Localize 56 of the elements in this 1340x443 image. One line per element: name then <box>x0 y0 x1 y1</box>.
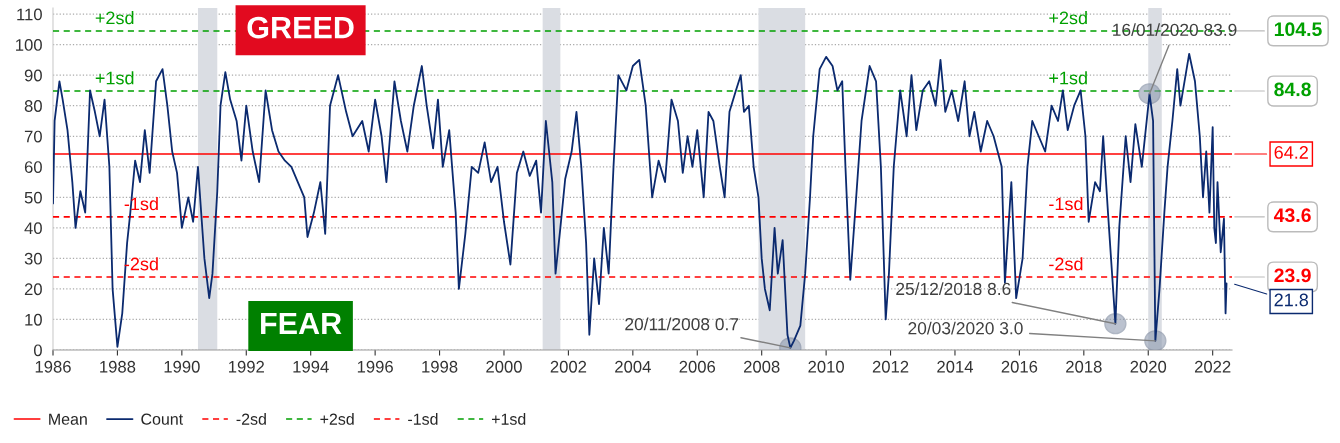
annotation: +2sd <box>95 11 134 25</box>
annotation: -1sd <box>1049 196 1083 211</box>
y-tick-label: 40 <box>24 222 42 235</box>
text: 64.2 <box>1274 146 1308 159</box>
x-tick-label: 2002 <box>550 360 587 373</box>
text: 23.9 <box>1274 268 1311 283</box>
y-tick-label: 90 <box>24 69 42 82</box>
x-tick-label: 2006 <box>679 360 716 373</box>
annotation: 16/01/2020 83.9 <box>1113 23 1237 36</box>
x-tick-label: 1986 <box>35 360 71 373</box>
x-tick-label: 2016 <box>1001 360 1038 373</box>
legend-label: Count <box>141 413 184 425</box>
legend-label: +2sd <box>320 413 354 425</box>
x-tick-label: 2010 <box>808 360 844 373</box>
x-tick-label: 1988 <box>100 360 136 373</box>
y-tick-label: 110 <box>17 8 42 21</box>
text: 84.8 <box>1274 82 1311 97</box>
line-series <box>53 52 1228 350</box>
annotation: 25/12/2018 8.6 <box>896 282 1011 296</box>
x-tick-label: 2012 <box>872 360 909 373</box>
x-tick-label: 1998 <box>422 360 458 373</box>
legend-label: -1sd <box>408 413 438 425</box>
x-tick-label: 2014 <box>937 360 974 373</box>
y-tick-label: 0 <box>33 344 42 357</box>
text: 21.8 <box>1274 293 1309 307</box>
annotation: -2sd <box>1049 257 1083 271</box>
annotation: +1sd <box>1049 71 1087 85</box>
annotation: 20/03/2020 3.0 <box>908 321 1023 335</box>
annotation: 20/11/2008 0.7 <box>625 317 739 331</box>
y-tick-label: 50 <box>24 191 42 204</box>
legend-label: Mean <box>49 413 87 425</box>
x-tick-label: 1994 <box>293 360 329 373</box>
text: 43.6 <box>1273 208 1311 223</box>
annotation: +2sd <box>1049 11 1087 25</box>
x-tick-label: 2000 <box>486 360 522 373</box>
annotation: FEAR <box>261 312 342 334</box>
y-tick-label: 30 <box>24 252 42 265</box>
y-tick-label: 100 <box>16 39 42 51</box>
x-tick-label: 2008 <box>743 360 780 373</box>
legend-label: -2sd <box>236 413 266 425</box>
x-tick-label: 2020 <box>1130 360 1167 373</box>
y-tick-label: 60 <box>24 161 42 173</box>
x-tick-label: 2018 <box>1066 360 1102 373</box>
annotation: GREED <box>247 16 354 39</box>
y-tick-label: 70 <box>24 130 42 143</box>
x-tick-label: 1992 <box>229 360 264 373</box>
annotation: +1sd <box>95 71 134 85</box>
y-tick-label: 20 <box>24 283 42 296</box>
y-tick-label: 80 <box>24 100 42 112</box>
x-tick-label: 2022 <box>1194 360 1231 373</box>
x-tick-label: 1990 <box>164 360 200 373</box>
x-tick-label: 1996 <box>357 360 393 373</box>
y-tick-label: 10 <box>25 313 42 326</box>
legend-label: +1sd <box>491 413 526 425</box>
text: 104.5 <box>1274 22 1322 37</box>
x-tick-label: 2004 <box>615 360 651 373</box>
